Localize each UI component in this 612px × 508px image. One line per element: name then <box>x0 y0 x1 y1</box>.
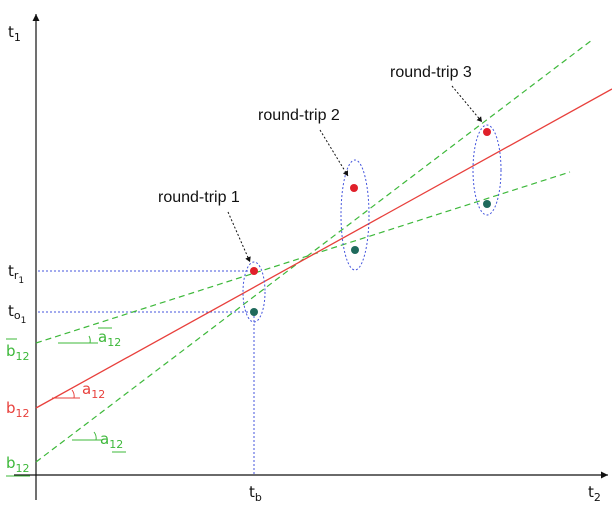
tb-tick-label: tb <box>249 483 262 504</box>
round-trip-3-label: round-trip 3 <box>390 64 472 81</box>
round-trip-3-pointer <box>451 85 483 123</box>
round-trip-1-pointer <box>227 211 251 263</box>
round-trip-1-ellipse <box>242 261 266 323</box>
lower-green-line <box>35 39 593 463</box>
round-trip-1-teal-dot <box>250 308 258 316</box>
lower-green-intercept-label: b12 <box>6 454 30 475</box>
upper-green-angle-marker <box>58 335 98 344</box>
round-trip-1-red-dot <box>250 267 258 275</box>
round-trip-3-teal-dot <box>483 200 491 208</box>
x-axis-label: t2 <box>588 483 601 504</box>
tr1-tick-label: tr1 <box>8 262 24 286</box>
upper-green-angle-label: a12 <box>98 328 121 349</box>
round-trip-2-teal-dot <box>351 246 359 254</box>
round-trip-2-pointer <box>319 129 349 177</box>
round-trip-2-ellipse <box>340 159 370 271</box>
red-intercept-label: b12 <box>6 399 30 420</box>
round-trip-3-ellipse <box>472 124 502 216</box>
to1-tick-label: to1 <box>8 302 26 326</box>
upper-green-intercept-label: b12 <box>6 342 30 363</box>
y-axis-label: t1 <box>8 23 21 44</box>
upper-green-line <box>35 171 571 344</box>
round-trip-3-red-dot <box>483 128 491 136</box>
round-trip-2-label: round-trip 2 <box>258 107 340 124</box>
round-trip-2-red-dot <box>350 184 358 192</box>
round-trip-1-label: round-trip 1 <box>158 189 240 206</box>
lower-green-angle-label: a12 <box>100 430 123 451</box>
red-angle-label: a12 <box>82 380 105 401</box>
lower-green-angle-marker <box>72 431 102 441</box>
red-angle-marker <box>52 389 80 399</box>
red-line <box>35 88 612 409</box>
